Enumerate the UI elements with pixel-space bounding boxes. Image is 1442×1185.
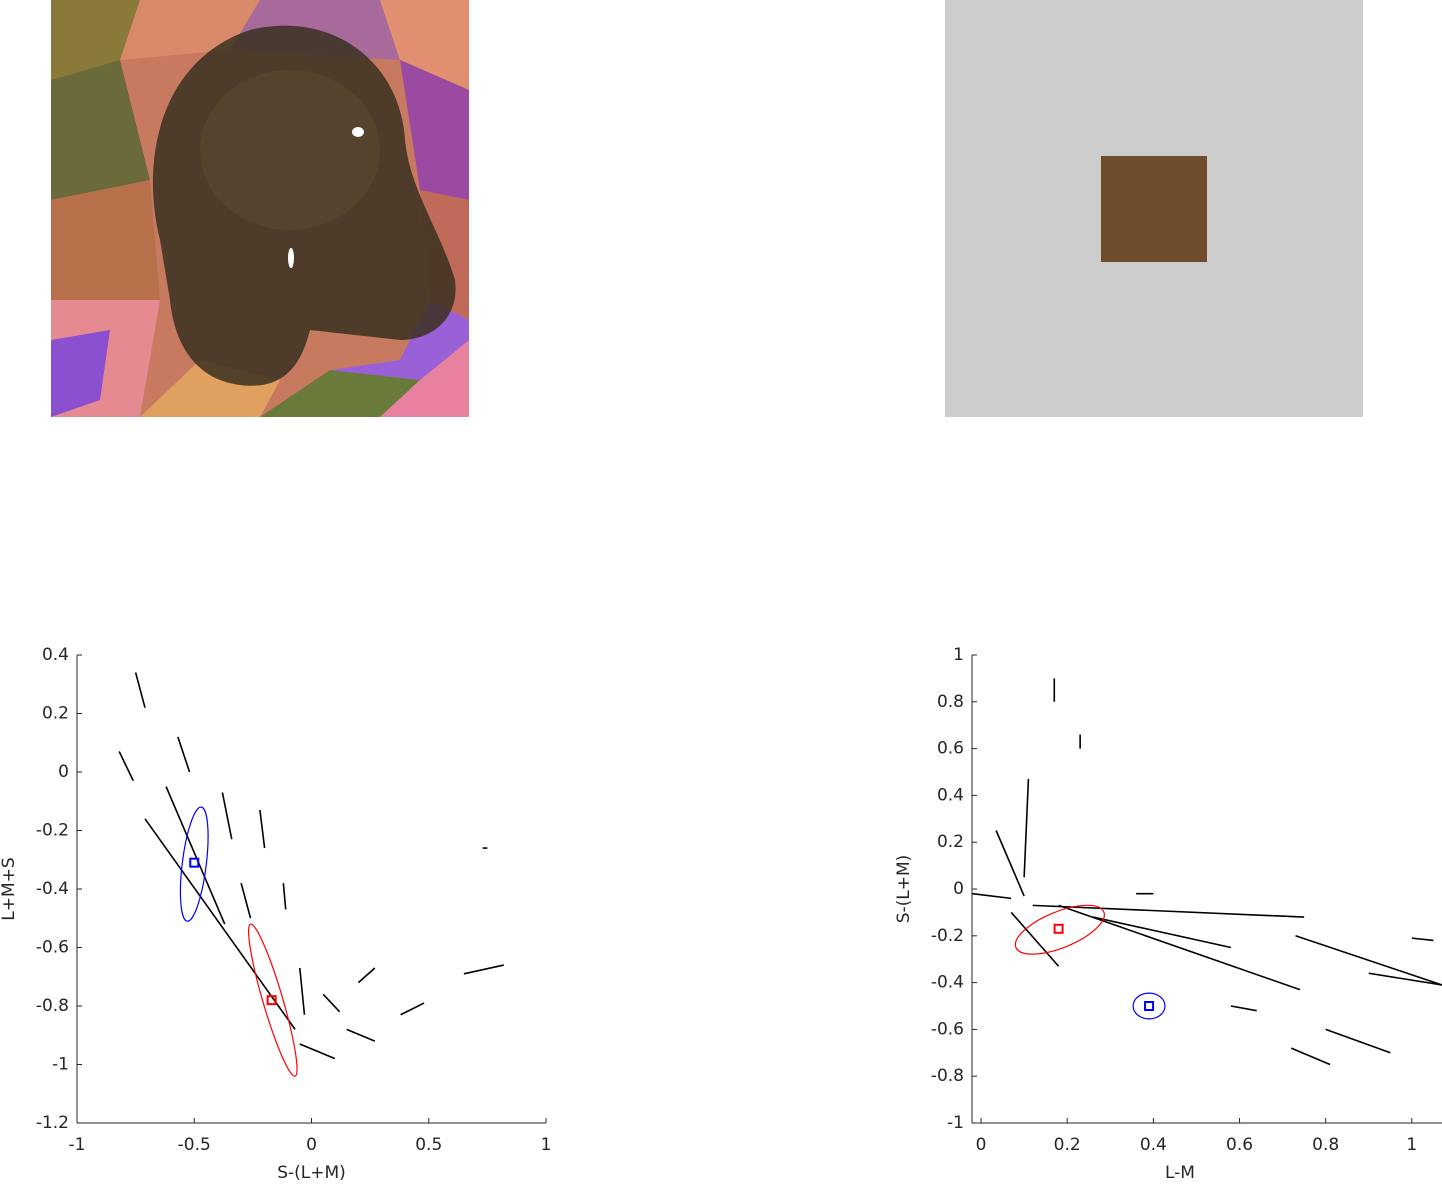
y-tick-label: 0.2: [937, 832, 964, 852]
y-tick-label: 0: [58, 762, 69, 782]
y-axis-label: L+M+S: [0, 857, 19, 920]
confidence-ellipse: [179, 806, 209, 922]
y-tick-label: 0.4: [42, 645, 69, 665]
streak-line: [134, 672, 146, 708]
confidence-ellipse: [1014, 904, 1105, 955]
streak-line: [298, 967, 306, 1015]
mean-marker: [189, 857, 200, 868]
streak-line: [400, 1002, 425, 1016]
streak-line: [346, 1028, 376, 1042]
y-tick-label: 0.2: [42, 704, 69, 724]
streak-line: [1325, 1028, 1391, 1054]
y-tick-label: -1: [947, 1113, 964, 1133]
x-tick-label: -0.5: [178, 1135, 211, 1155]
streak-line: [221, 792, 233, 840]
x-tick-label: 0: [976, 1135, 987, 1155]
streak-line: [177, 736, 191, 773]
mean-marker: [266, 995, 277, 1006]
y-tick-label: -0.4: [36, 879, 69, 899]
x-tick-label: 0: [306, 1135, 317, 1155]
streak-line: [322, 993, 341, 1013]
streak-line: [972, 892, 1012, 900]
x-tick-label: 0.6: [1226, 1135, 1253, 1155]
x-tick-label: 1: [541, 1135, 552, 1155]
y-tick-label: 0.6: [937, 739, 964, 759]
streak-line: [1023, 778, 1030, 878]
streak-line: [299, 1043, 336, 1060]
x-tick-label: 0.2: [1054, 1135, 1081, 1155]
plot-left: -1 -0.5 0 0.5 1-1.2-1-0.8-0.6-0.4-0.200.20.4…: [0, 645, 551, 1183]
y-tick-label: -0.6: [36, 938, 69, 958]
y-tick-label: -0.8: [36, 996, 69, 1016]
confidence-ellipse: [1132, 992, 1166, 1020]
mean-marker: [1053, 923, 1064, 934]
streak-line: [463, 964, 504, 975]
streak-line: [1058, 904, 1301, 991]
confidence-ellipse: [247, 923, 298, 1077]
x-tick-label: 0.5: [415, 1135, 442, 1155]
x-tick-label: 1: [1406, 1135, 1417, 1155]
y-tick-label: 0: [953, 879, 964, 899]
y-tick-label: 0.4: [937, 785, 964, 805]
y-tick-label: -1: [52, 1055, 69, 1075]
plot-right: 0 0.2 0.4 0.6 0.8 1 -1 -0.8 -0.6 -0.4 -0.2 0 0.2 0.4 0…: [894, 645, 1442, 1183]
y-tick-label: 1: [953, 645, 964, 665]
streak-line: [357, 967, 376, 984]
streak-line: [282, 883, 287, 910]
stimulus-image: [945, 0, 1363, 417]
y-tick-label: -0.2: [36, 821, 69, 841]
x-axis-label: L-M: [1165, 1163, 1195, 1183]
x-tick-label: 0.4: [1140, 1135, 1167, 1155]
x-axis-label: S-(L+M): [277, 1163, 346, 1183]
x-tick-label: 0.8: [1312, 1135, 1339, 1155]
y-tick-label: -0.4: [931, 973, 964, 993]
streak-line: [240, 882, 252, 919]
y-tick-label: -0.2: [931, 926, 964, 946]
streak-line: [1010, 911, 1060, 967]
rendered-image: [51, 0, 469, 417]
streak-line: [1092, 916, 1232, 949]
mean-marker: [1144, 1001, 1155, 1011]
y-tick-label: -1.2: [36, 1113, 69, 1133]
y-axis-label: S-(L+M): [894, 855, 914, 924]
streak-line: [1295, 935, 1442, 986]
streak-line: [165, 786, 226, 925]
y-tick-label: -0.8: [931, 1066, 964, 1086]
streak-line: [995, 830, 1025, 897]
streak-line: [1411, 937, 1434, 942]
y-tick-label: -0.6: [931, 1019, 964, 1039]
x-tick-label: -1: [69, 1135, 86, 1155]
streak-line: [1230, 1005, 1257, 1012]
streak-line: [1290, 1047, 1331, 1066]
streak-line: [144, 818, 296, 1030]
streak-line: [118, 751, 135, 782]
streak-line: [1368, 972, 1442, 986]
streak-line: [259, 809, 266, 849]
y-tick-label: 0.8: [937, 692, 964, 712]
streak-line: [1032, 904, 1305, 918]
